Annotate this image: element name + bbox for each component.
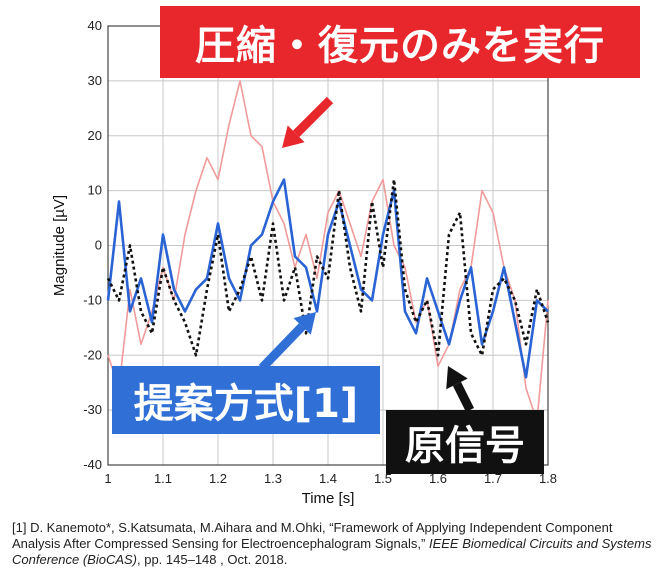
axis-ticks: 1 1.1 1.2 1.3 1.4 1.5 1.6 1.7 1.8 -40 -30 -20 -10 0 10… xyxy=(83,18,557,486)
citation-venue: IEEE Biomedical Circuits and Systems Con… xyxy=(12,536,652,567)
y-axis-label: Magnitude [µV] xyxy=(51,195,68,296)
blue-arrow-shaft xyxy=(258,323,306,372)
y-tick-label: 30 xyxy=(88,73,102,88)
annotation-label-compress-only: 圧縮・復元のみを実行 xyxy=(160,6,640,78)
citation: [1] D. Kanemoto*, S.Katsumata, M.Aihara … xyxy=(12,520,652,568)
x-axis-label: Time [s] xyxy=(302,490,355,507)
x-tick-label: 1.6 xyxy=(429,471,447,486)
series-layer xyxy=(106,80,550,422)
y-tick-label: -30 xyxy=(83,402,102,417)
y-tick-label: -10 xyxy=(83,292,102,307)
annotation-label-original-signal: 原信号 xyxy=(386,410,544,474)
x-tick-label: 1.8 xyxy=(539,471,557,486)
y-tick-label: -40 xyxy=(83,457,102,472)
red-arrow-head xyxy=(282,125,305,148)
x-tick-label: 1.7 xyxy=(484,471,502,486)
annotation-arrows xyxy=(258,96,475,413)
series-line-original xyxy=(106,178,550,357)
x-tick-label: 1.1 xyxy=(154,471,172,486)
blue-arrow-head xyxy=(293,312,316,335)
black-arrow-shaft xyxy=(452,381,475,413)
x-tick-label: 1.5 xyxy=(374,471,392,486)
series-line-compress-only xyxy=(107,80,549,422)
y-tick-label: 40 xyxy=(88,18,102,33)
y-tick-label: 0 xyxy=(95,238,102,253)
black-arrow-head xyxy=(446,366,468,390)
y-tick-label: -20 xyxy=(83,347,102,362)
y-tick-label: 20 xyxy=(88,128,102,143)
annotation-label-proposed-method: 提案方式[1] xyxy=(112,366,380,434)
citation-suffix: , pp. 145–148 , Oct. 2018. xyxy=(137,552,288,567)
x-tick-label: 1.3 xyxy=(264,471,282,486)
x-tick-label: 1.4 xyxy=(319,471,337,486)
series-line-proposed xyxy=(106,178,549,379)
x-tick-label: 1 xyxy=(104,471,111,486)
citation-text: [1] D. Kanemoto*, S.Katsumata, M.Aihara … xyxy=(12,520,613,551)
x-tick-label: 1.2 xyxy=(209,471,227,486)
y-tick-label: 10 xyxy=(88,183,102,198)
red-arrow-shaft xyxy=(292,96,334,138)
